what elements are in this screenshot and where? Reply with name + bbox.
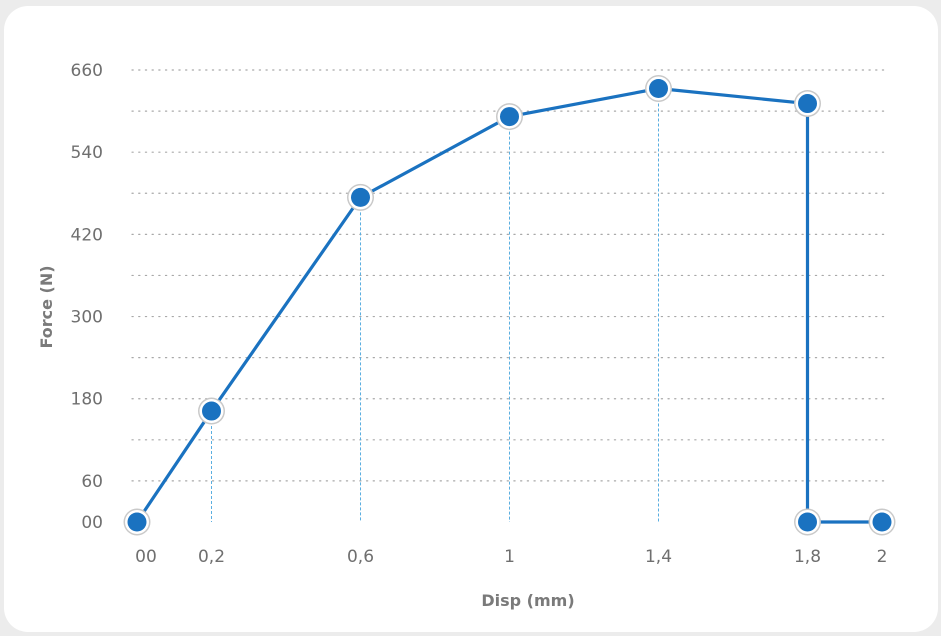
x-tick-label: 1,8 bbox=[794, 547, 821, 567]
data-point bbox=[794, 508, 821, 536]
data-point-dot bbox=[798, 512, 817, 532]
data-point-dot bbox=[798, 94, 817, 114]
x-tick-labels: 00 0,2 0,6 1 1,4 1,8 2 bbox=[135, 547, 887, 567]
y-tick-label: 180 bbox=[71, 390, 103, 410]
data-point-dot bbox=[351, 187, 370, 207]
x-tick-label: 0,2 bbox=[198, 547, 225, 567]
data-point-dot bbox=[500, 107, 519, 127]
y-tick-label: 660 bbox=[71, 61, 103, 81]
data-point bbox=[645, 74, 672, 102]
y-tick-label: 420 bbox=[71, 225, 103, 245]
x-axis-title: Disp (mm) bbox=[481, 591, 574, 610]
data-point-dot bbox=[872, 512, 892, 532]
series-line-layer bbox=[135, 86, 882, 524]
data-points-layer bbox=[123, 74, 896, 536]
data-point bbox=[123, 508, 151, 536]
x-tick-label: 2 bbox=[877, 547, 888, 567]
x-tick-label: 00 bbox=[135, 547, 157, 567]
data-point bbox=[496, 103, 523, 131]
data-point bbox=[794, 90, 821, 118]
grid-layer bbox=[131, 69, 885, 482]
series-line bbox=[135, 86, 882, 524]
x-tick-label: 1,4 bbox=[645, 547, 672, 567]
y-axis-title: Force (N) bbox=[37, 265, 56, 348]
y-tick-label: 540 bbox=[71, 143, 103, 163]
data-point-dot bbox=[649, 78, 668, 98]
y-tick-label: 300 bbox=[71, 308, 103, 328]
data-point bbox=[198, 397, 225, 425]
data-point-dot bbox=[202, 401, 221, 421]
x-tick-label: 0,6 bbox=[347, 547, 374, 567]
x-tick-label: 1 bbox=[504, 547, 515, 567]
data-point bbox=[347, 183, 374, 211]
y-tick-labels: 00 60 180 300 420 540 660 bbox=[71, 61, 103, 533]
chart-card bbox=[4, 6, 938, 632]
y-tick-label: 60 bbox=[81, 472, 103, 492]
data-point bbox=[868, 508, 896, 536]
drop-lines-layer bbox=[211, 88, 659, 522]
y-tick-label: 00 bbox=[81, 513, 103, 533]
data-point-dot bbox=[127, 512, 147, 532]
